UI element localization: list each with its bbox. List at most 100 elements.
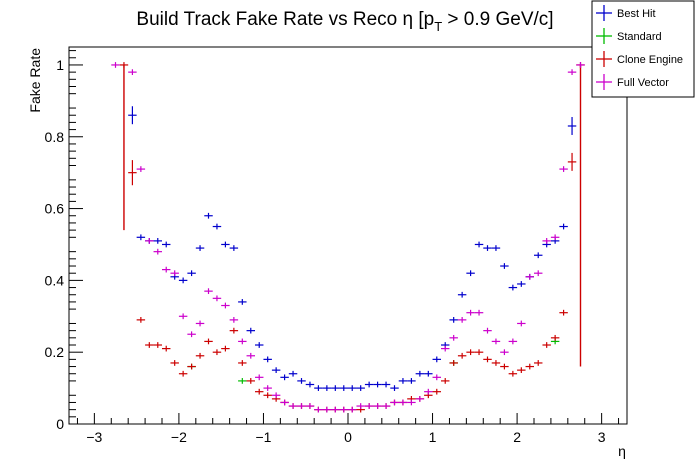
data-point xyxy=(204,338,213,345)
y-tick-label: 1 xyxy=(56,57,64,73)
x-tick-label: 3 xyxy=(598,429,606,445)
data-point xyxy=(238,360,247,366)
data-point xyxy=(466,270,475,277)
data-point xyxy=(314,385,323,391)
data-point xyxy=(178,277,188,284)
data-point xyxy=(153,238,162,244)
data-point xyxy=(339,406,348,413)
y-tick-label: 0 xyxy=(56,416,64,432)
data-point xyxy=(415,370,425,377)
series-full-vector xyxy=(111,62,585,413)
data-point xyxy=(145,342,154,348)
legend-label: Full Vector xyxy=(617,77,669,89)
data-point xyxy=(136,234,146,241)
data-point xyxy=(246,378,255,384)
data-point xyxy=(474,241,484,248)
data-point xyxy=(170,360,179,366)
data-point xyxy=(204,212,213,219)
data-point xyxy=(381,381,391,388)
data-point xyxy=(542,342,551,348)
data-point xyxy=(441,378,450,384)
data-point xyxy=(534,270,543,277)
data-point xyxy=(271,392,281,399)
data-point xyxy=(255,342,264,348)
y-tick-label: 0.8 xyxy=(45,129,65,145)
data-point xyxy=(424,370,433,377)
legend-entry: Full Vector xyxy=(596,74,669,90)
chart-title: Build Track Fake Rate vs Reco η [pT > 0.… xyxy=(136,9,553,34)
data-point xyxy=(322,385,332,391)
data-point xyxy=(500,263,509,269)
data-point xyxy=(398,378,408,384)
data-point xyxy=(576,62,585,68)
series-clone-engine xyxy=(119,62,585,413)
data-markers xyxy=(111,62,585,413)
data-point xyxy=(466,309,475,316)
data-point xyxy=(195,245,205,251)
data-point xyxy=(550,334,560,341)
data-point xyxy=(457,317,467,323)
data-point xyxy=(128,69,137,76)
data-point xyxy=(508,370,518,377)
data-point xyxy=(221,345,230,352)
data-point xyxy=(373,381,382,388)
data-point xyxy=(525,273,534,280)
data-point xyxy=(449,317,458,323)
data-point xyxy=(162,345,171,352)
data-point xyxy=(441,345,450,352)
data-point xyxy=(314,406,323,413)
data-point xyxy=(331,385,340,391)
data-point xyxy=(373,403,382,409)
data-point xyxy=(305,381,315,388)
chart-title-tail: > 0.9 GeV/c] xyxy=(442,9,553,30)
data-point xyxy=(297,378,306,384)
data-point xyxy=(550,234,560,241)
data-point xyxy=(567,152,577,171)
data-point xyxy=(449,334,458,341)
data-point xyxy=(542,238,551,244)
legend: Best Hit Standard Clone Engine Full Vector xyxy=(591,0,695,98)
data-point xyxy=(229,245,239,251)
data-point xyxy=(348,385,357,391)
data-point xyxy=(517,281,526,287)
data-point xyxy=(187,331,196,338)
y-axis-label: Fake Rate xyxy=(27,48,43,113)
legend-label: Best Hit xyxy=(617,8,656,20)
data-point xyxy=(288,403,298,409)
data-point xyxy=(229,317,239,323)
data-point xyxy=(567,69,577,76)
data-point xyxy=(255,388,264,395)
chart-title-main: Build Track Fake Rate vs Reco η [p xyxy=(136,9,434,30)
data-point xyxy=(263,385,272,391)
data-point xyxy=(559,309,568,316)
data-point xyxy=(305,403,315,409)
data-point xyxy=(534,252,543,259)
data-point xyxy=(153,342,162,348)
data-point xyxy=(238,299,247,305)
data-point xyxy=(162,241,171,248)
data-point xyxy=(297,403,306,409)
legend-entry: Standard xyxy=(596,28,662,44)
x-tick-label: −2 xyxy=(171,429,187,445)
data-point xyxy=(432,388,441,395)
x-tick-label: 1 xyxy=(429,429,437,445)
legend-entry: Clone Engine xyxy=(596,51,683,67)
plot-frame xyxy=(68,46,628,425)
x-axis-label: η xyxy=(618,443,626,459)
x-tick-label: −1 xyxy=(255,429,271,445)
data-point xyxy=(432,374,441,381)
data-point xyxy=(398,399,408,406)
x-tick-label: 2 xyxy=(513,429,521,445)
data-point xyxy=(178,370,188,377)
y-tick-label: 0.2 xyxy=(45,344,65,360)
data-point xyxy=(348,406,357,413)
data-point xyxy=(534,360,543,366)
data-point xyxy=(331,406,340,413)
data-point xyxy=(212,349,222,356)
data-point xyxy=(221,241,230,248)
data-point xyxy=(491,360,501,366)
data-point xyxy=(229,327,239,334)
data-point xyxy=(500,363,509,370)
data-point xyxy=(407,378,416,384)
axis-tick-labels: −3 −2 −1 0 1 2 3 0 0.2 0.4 0.6 0.8 1 xyxy=(45,57,606,445)
